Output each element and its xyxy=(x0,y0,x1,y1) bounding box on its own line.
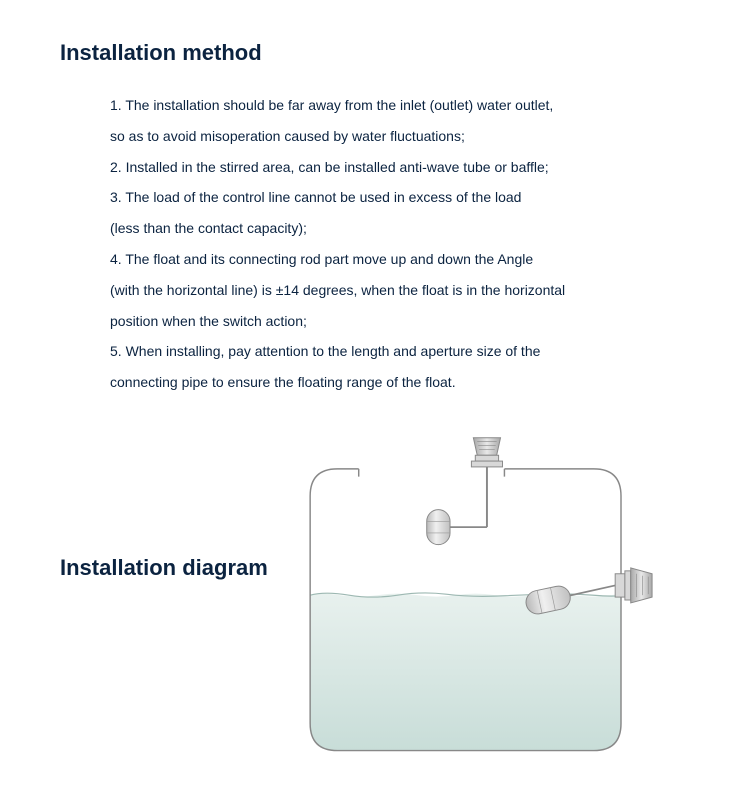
instruction-1-line-2: so as to avoid misoperation caused by wa… xyxy=(110,121,680,152)
diagram-svg xyxy=(300,430,670,770)
water-fill xyxy=(310,594,624,751)
instruction-4-line-3: position when the switch action; xyxy=(110,306,680,337)
installation-diagram xyxy=(300,430,670,770)
method-heading: Installation method xyxy=(60,40,690,66)
instruction-4-line-2: (with the horizontal line) is ±14 degree… xyxy=(110,275,680,306)
diagram-section: Installation diagram xyxy=(60,555,268,581)
top-float xyxy=(427,510,450,545)
instruction-3-line-2: (less than the contact capacity); xyxy=(110,213,680,244)
instruction-5-line-1: 5. When installing, pay attention to the… xyxy=(110,336,680,367)
instruction-2: 2. Installed in the stirred area, can be… xyxy=(110,152,680,183)
instruction-1-line-1: 1. The installation should be far away f… xyxy=(110,90,680,121)
instruction-list: 1. The installation should be far away f… xyxy=(60,90,690,398)
instruction-3-line-1: 3. The load of the control line cannot b… xyxy=(110,182,680,213)
diagram-heading: Installation diagram xyxy=(60,555,268,581)
top-sensor xyxy=(427,438,503,545)
instruction-4-line-1: 4. The float and its connecting rod part… xyxy=(110,244,680,275)
instruction-5-line-2: connecting pipe to ensure the floating r… xyxy=(110,367,680,398)
